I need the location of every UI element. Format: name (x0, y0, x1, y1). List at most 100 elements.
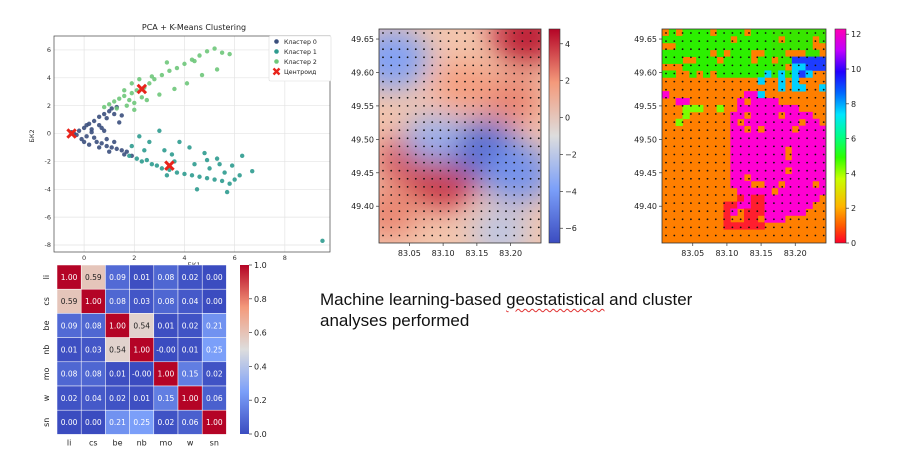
sample-point (789, 40, 792, 42)
sample-point (464, 234, 466, 237)
sample-point (529, 218, 532, 221)
sample-point (731, 137, 734, 140)
sample-point (773, 88, 775, 91)
sample-point (773, 64, 775, 67)
class-cell (819, 84, 826, 92)
sample-point (822, 40, 825, 42)
sample-point (789, 194, 792, 196)
class-cell (791, 63, 800, 71)
class-cell (805, 42, 813, 51)
sample-point (723, 48, 725, 51)
field-region (481, 142, 541, 203)
sample-point (723, 121, 725, 123)
class-cell (771, 98, 779, 106)
sample-point (673, 113, 676, 115)
sample-point (789, 234, 792, 237)
sample-point (773, 105, 775, 107)
sample-point (748, 113, 750, 115)
sample-point (748, 218, 750, 221)
class-cell (675, 98, 683, 106)
sample-point (739, 137, 742, 140)
sample-point (447, 177, 450, 180)
scatter-point (217, 162, 222, 167)
sample-point (764, 105, 767, 107)
sample-point (731, 218, 734, 221)
class-cell (771, 63, 779, 71)
class-cell (723, 222, 731, 230)
sample-point (390, 186, 393, 188)
sample-point (764, 177, 767, 180)
class-cell (805, 160, 813, 168)
scatter-point (157, 128, 162, 133)
class-cell (812, 146, 820, 154)
sample-point (431, 202, 434, 205)
legend-entry: Кластер 0 (284, 39, 317, 46)
sample-point (706, 161, 709, 164)
y-tick-label: -6 (45, 213, 51, 221)
sample-point (681, 210, 684, 213)
sample-point (455, 194, 458, 196)
scatter-point (204, 157, 210, 163)
class-cell (819, 29, 826, 37)
sample-point (665, 210, 667, 213)
sample-point (773, 202, 775, 205)
sample-point (748, 169, 750, 172)
class-cell (737, 98, 745, 106)
sample-point (390, 88, 393, 91)
sample-point (423, 234, 425, 237)
sample-point (731, 210, 734, 213)
sample-point (789, 56, 792, 59)
scatter-point (172, 86, 177, 92)
class-cell (805, 201, 813, 209)
scatter-point (157, 92, 162, 97)
class-cell (798, 35, 806, 44)
sample-point (690, 121, 692, 123)
class-cell (668, 35, 677, 44)
sample-point (806, 137, 808, 140)
colorbar-tick-label: 0.8 (254, 295, 267, 304)
sample-point (439, 218, 442, 221)
sample-point (756, 169, 759, 172)
sample-point (806, 56, 808, 59)
sample-point (764, 129, 767, 132)
class-cell (682, 49, 690, 58)
class-cell (785, 29, 793, 37)
sample-point (789, 137, 792, 140)
sample-point (398, 153, 401, 156)
cell-value-label: 0.08 (158, 297, 175, 306)
sample-point (513, 218, 516, 221)
sample-point (472, 153, 475, 156)
sample-point (529, 88, 532, 91)
sample-point (797, 145, 800, 148)
sample-point (505, 32, 507, 34)
sample-point (748, 226, 750, 229)
class-cell (791, 111, 800, 120)
sample-point (764, 137, 767, 140)
class-cell (730, 139, 738, 147)
scatter-point (174, 65, 180, 71)
sample-point (814, 32, 817, 34)
class-cell (785, 173, 793, 182)
sample-point (665, 177, 667, 180)
class-cell (682, 111, 690, 120)
class-cell (785, 187, 793, 196)
class-cell (689, 63, 697, 71)
sample-point (414, 137, 417, 140)
class-cell (778, 49, 786, 58)
scatter-point (237, 173, 242, 178)
x-tick-label: w (187, 438, 194, 447)
sample-point (431, 137, 434, 140)
sample-point (382, 153, 384, 156)
sample-point (398, 72, 401, 75)
sample-point (513, 202, 516, 205)
cell-value-label: 0.21 (109, 418, 126, 427)
cell-value-label: 0.06 (182, 418, 199, 427)
class-cell (785, 125, 793, 133)
sample-point (431, 48, 434, 51)
sample-point (464, 113, 466, 115)
sample-point (439, 137, 442, 140)
sample-point (756, 121, 759, 123)
sample-point (423, 129, 425, 132)
sample-point (447, 210, 450, 213)
sample-point (739, 194, 742, 196)
